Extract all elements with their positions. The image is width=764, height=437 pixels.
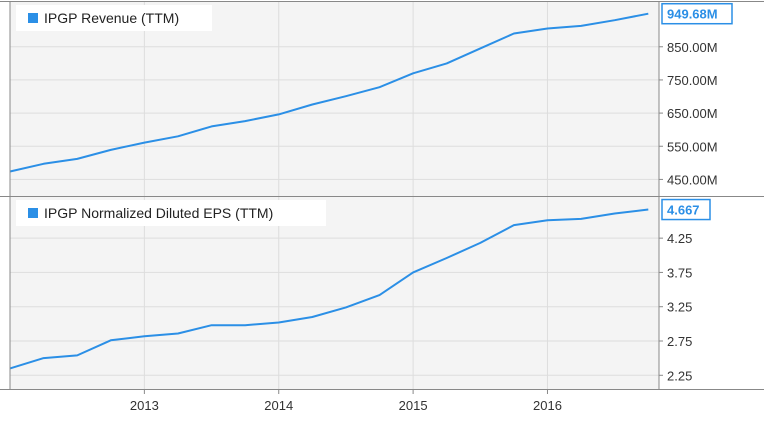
revenue-legend-box: [16, 5, 212, 31]
eps-y-tick-label: 3.75: [667, 265, 692, 280]
eps-legend-label: IPGP Normalized Diluted EPS (TTM): [44, 205, 273, 221]
eps-series-line: [9, 208, 649, 370]
eps-y-tick-label: 4.25: [667, 231, 692, 246]
revenue-y-tick-label: 750.00M: [667, 73, 718, 88]
revenue-y-tick-label: 550.00M: [667, 139, 718, 154]
revenue-series-line: [9, 12, 649, 173]
revenue-legend-label: IPGP Revenue (TTM): [44, 10, 179, 26]
eps-y-tick-label: 2.25: [667, 368, 692, 383]
revenue-last-value-badge: [661, 2, 733, 25]
eps-legend-box: [16, 200, 326, 226]
revenue-y-tick-label: 650.00M: [667, 106, 718, 121]
eps-plot-area: [10, 197, 659, 389]
x-tick-label: 2013: [130, 398, 159, 413]
revenue-legend-swatch: [28, 13, 38, 23]
x-tick-label: 2016: [533, 398, 562, 413]
x-tick-label: 2014: [264, 398, 293, 413]
eps-y-tick-label: 3.25: [667, 300, 692, 315]
revenue-last-value-label: 949.68M: [667, 7, 718, 22]
eps-last-value-label: 4.667: [667, 203, 700, 218]
eps-y-tick-label: 2.75: [667, 334, 692, 349]
revenue-y-tick-label: 850.00M: [667, 40, 718, 55]
eps-last-value-badge: [661, 198, 711, 221]
x-tick-label: 2015: [399, 398, 428, 413]
eps-legend-swatch: [28, 208, 38, 218]
revenue-y-tick-label: 450.00M: [667, 172, 718, 187]
